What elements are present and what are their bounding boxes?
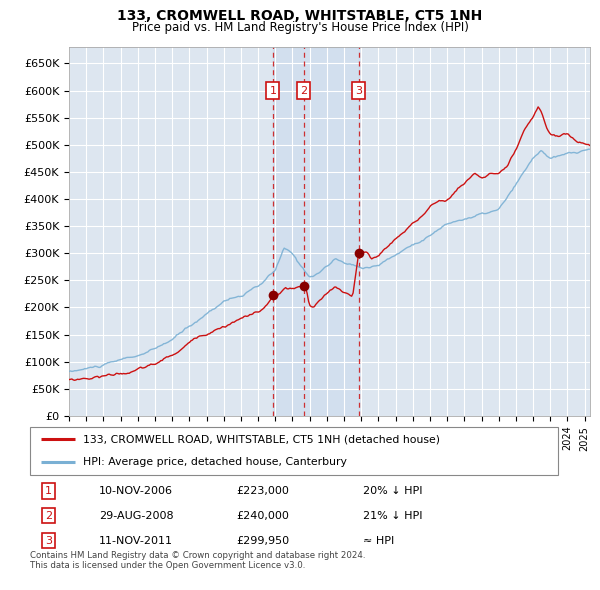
Text: ≈ HPI: ≈ HPI: [362, 536, 394, 546]
Text: 2: 2: [45, 511, 52, 520]
Text: HPI: Average price, detached house, Canterbury: HPI: Average price, detached house, Cant…: [83, 457, 347, 467]
Text: 29-AUG-2008: 29-AUG-2008: [98, 511, 173, 520]
Text: 1: 1: [45, 486, 52, 496]
Text: 11-NOV-2011: 11-NOV-2011: [98, 536, 173, 546]
Text: 3: 3: [355, 86, 362, 96]
Text: Contains HM Land Registry data © Crown copyright and database right 2024.: Contains HM Land Registry data © Crown c…: [30, 550, 365, 559]
Text: Price paid vs. HM Land Registry's House Price Index (HPI): Price paid vs. HM Land Registry's House …: [131, 21, 469, 34]
Text: 10-NOV-2006: 10-NOV-2006: [98, 486, 173, 496]
Bar: [273, 47, 359, 416]
Text: This data is licensed under the Open Government Licence v3.0.: This data is licensed under the Open Gov…: [30, 560, 305, 569]
Text: 133, CROMWELL ROAD, WHITSTABLE, CT5 1NH (detached house): 133, CROMWELL ROAD, WHITSTABLE, CT5 1NH …: [83, 434, 440, 444]
Text: 21% ↓ HPI: 21% ↓ HPI: [362, 511, 422, 520]
Text: £299,950: £299,950: [236, 536, 289, 546]
Text: £223,000: £223,000: [236, 486, 289, 496]
Text: 133, CROMWELL ROAD, WHITSTABLE, CT5 1NH: 133, CROMWELL ROAD, WHITSTABLE, CT5 1NH: [118, 9, 482, 23]
Text: 20% ↓ HPI: 20% ↓ HPI: [362, 486, 422, 496]
Text: £240,000: £240,000: [236, 511, 289, 520]
Text: 3: 3: [45, 536, 52, 546]
Text: 1: 1: [269, 86, 277, 96]
Text: 2: 2: [300, 86, 307, 96]
